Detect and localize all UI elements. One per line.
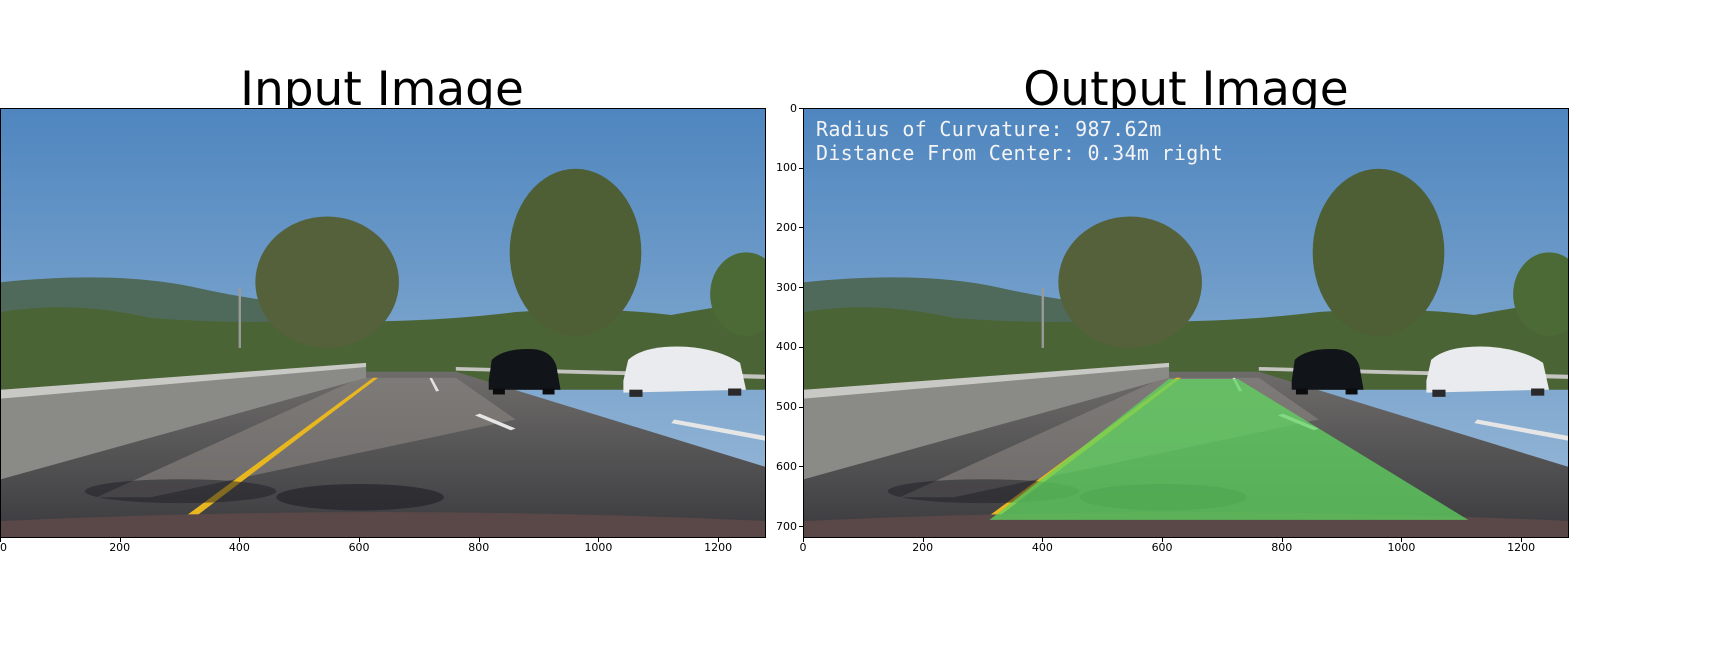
output-ytick-mark (799, 108, 803, 109)
distance-from-center-text: Distance From Center: 0.34m right (816, 141, 1224, 165)
output-xtick-label: 400 (1031, 541, 1053, 554)
output-xtick-label: 200 (912, 541, 934, 554)
guard-rail (804, 362, 1170, 399)
tree-edge (710, 252, 765, 336)
output-xtick-label: 600 (1151, 541, 1173, 554)
output-ytick-label: 300 (776, 280, 797, 294)
tree-right (1312, 168, 1445, 336)
input-image-axes (0, 108, 766, 538)
input-xtick-label: 0 (0, 541, 7, 554)
tree-left (1058, 216, 1202, 348)
output-ytick-mark (799, 346, 803, 348)
input-xtick-label: 200 (109, 541, 131, 554)
input-xtick-mark (598, 538, 600, 542)
output-ytick-label: 200 (776, 220, 797, 234)
output-xtick-mark (1042, 538, 1044, 542)
guard-rail (1, 362, 367, 399)
input-xtick-mark (718, 538, 720, 542)
light-pole (1041, 288, 1044, 348)
output-ytick-mark (799, 287, 803, 289)
output-xtick-mark (1521, 538, 1523, 542)
black-car (1291, 348, 1364, 390)
output-xtick-mark (1281, 538, 1283, 542)
output-ytick-label: 400 (776, 340, 797, 354)
output-ytick-label: 500 (776, 400, 797, 414)
tree-shadow (276, 484, 444, 511)
output-xtick-label: 1200 (1507, 541, 1536, 554)
tree-edge (1513, 252, 1568, 336)
input-xtick-label: 400 (228, 541, 250, 554)
ego-car-hood (1, 512, 765, 537)
output-xtick-mark (922, 538, 924, 542)
output-ytick-label: 600 (776, 459, 797, 473)
output-ytick-label: 100 (776, 161, 797, 175)
output-ytick-mark (799, 466, 803, 468)
input-xtick-label: 600 (348, 541, 370, 554)
tree-left (255, 216, 399, 348)
output-xtick-label: 1000 (1387, 541, 1416, 554)
light-pole (238, 288, 241, 348)
output-ytick-mark (799, 167, 803, 169)
tree-shadow-2 (84, 479, 277, 504)
concrete-barrier (1, 365, 367, 480)
white-car (623, 346, 747, 393)
input-xtick-label: 1000 (584, 541, 613, 554)
lane-dash-2 (1474, 419, 1568, 441)
output-xtick-mark (1162, 538, 1164, 542)
output-image-title: Output Image (1023, 62, 1349, 117)
white-car (1426, 346, 1550, 393)
output-xtick-mark (803, 538, 804, 542)
input-xtick-mark (359, 538, 361, 542)
output-xtick-label: 800 (1271, 541, 1293, 554)
input-xtick-mark (119, 538, 121, 542)
concrete-patch (96, 377, 516, 498)
lane-dash-2 (671, 419, 765, 441)
output-xtick-label: 0 (799, 541, 807, 554)
detected-lane-overlay (989, 378, 1469, 520)
output-ytick-mark (799, 406, 803, 408)
output-ytick-label: 0 (790, 101, 797, 115)
input-xtick-mark (239, 538, 241, 542)
input-road-photo (1, 109, 765, 537)
output-road-photo (804, 109, 1568, 537)
output-ytick-mark (799, 526, 803, 528)
output-ytick-mark (799, 227, 803, 229)
concrete-barrier (804, 365, 1170, 480)
input-xtick-mark (478, 538, 480, 542)
radius-of-curvature-text: Radius of Curvature: 987.62m (816, 117, 1162, 141)
lane-dash-1 (474, 413, 516, 431)
output-xtick-mark (1401, 538, 1403, 542)
input-image-title: Input Image (240, 62, 524, 117)
output-ytick-label: 700 (776, 519, 797, 533)
tree-right (509, 168, 642, 336)
input-xtick-label: 1200 (704, 541, 733, 554)
lane-dash-3 (429, 377, 440, 392)
output-image-axes: Radius of Curvature: 987.62m Distance Fr… (803, 108, 1569, 538)
input-xtick-mark (0, 538, 1, 542)
input-xtick-label: 800 (468, 541, 490, 554)
black-car (488, 348, 561, 390)
